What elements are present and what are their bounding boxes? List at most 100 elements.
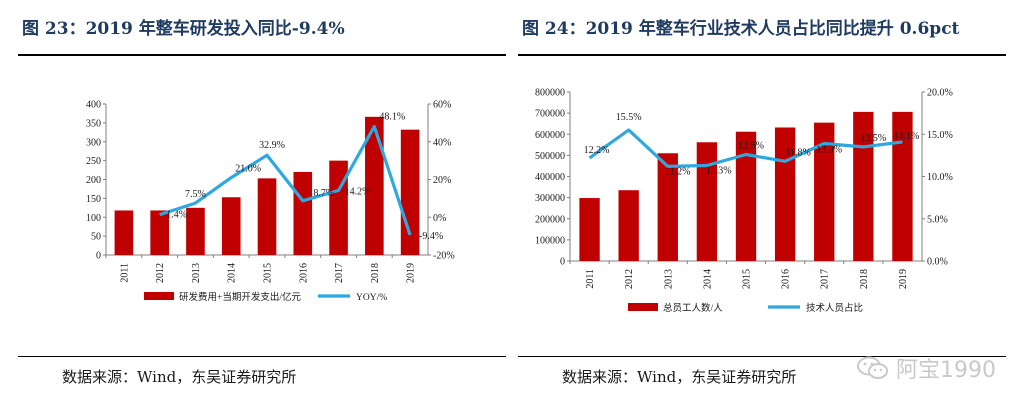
y2-tick-label: 40% [433, 137, 451, 148]
figure-23-panel: 图 23：2019 年整车研发投入同比-9.4% 0 50 100 150 200 250… [18, 0, 510, 414]
series-line [159, 124, 412, 236]
y2-tick-label: 10.0% [927, 172, 953, 183]
data-label: -9.4% [419, 231, 443, 242]
y2-tick-label: 60% [433, 100, 451, 111]
bar [892, 111, 913, 261]
x-tick-label: 2016 [781, 269, 792, 289]
figure-24-source: 数据来源：Wind，东吴证券研究所 [562, 368, 797, 386]
x-tick-label: 2013 [191, 263, 202, 283]
x-tick-label: 2018 [859, 269, 870, 289]
x-tick-label: 2016 [298, 263, 309, 283]
bar [150, 210, 169, 255]
bar [365, 116, 384, 256]
title-divider [518, 54, 1006, 56]
x-tick-label: 2012 [155, 263, 166, 283]
figure-24-title: 图 24：2019 年整车行业技术人员占比同比提升 0.6pct [522, 19, 960, 39]
title-divider [18, 54, 506, 56]
x-tick-label: 2011 [119, 263, 130, 283]
wechat-icon [856, 356, 890, 380]
bar [853, 111, 874, 261]
y-tick-label: 150 [86, 194, 101, 205]
y-tick-label: 300000 [535, 193, 565, 204]
data-label: 21.0% [235, 164, 261, 175]
bar [329, 160, 348, 255]
x-tick-label: 2014 [227, 263, 238, 283]
y-tick-label: 100 [86, 213, 101, 224]
y-tick-label: 100000 [535, 235, 565, 246]
x-tick-label: 2019 [898, 269, 909, 289]
y-tick-label: 500000 [535, 151, 565, 162]
bar [221, 197, 241, 255]
data-label: 14.1% [894, 131, 920, 142]
y-tick-label: 0 [560, 257, 565, 268]
bar [814, 122, 835, 261]
data-label: 7.5% [185, 189, 206, 200]
data-label: 13.9% [816, 145, 842, 156]
bar [579, 198, 600, 261]
x-tick-label: 2017 [334, 263, 345, 283]
data-label: 11.3% [706, 166, 731, 177]
y-tick-label: 350 [86, 118, 101, 129]
source-divider [518, 356, 1006, 357]
y-tick-label: 50 [91, 232, 101, 243]
legend-bar-label: 总员工人数/人 [663, 302, 723, 314]
data-label: 15.5% [616, 112, 642, 123]
figure-24-panel: 图 24：2019 年整车行业技术人员占比同比提升 0.6pct 0 100000… [518, 0, 1010, 414]
x-tick-label: 2013 [663, 269, 674, 289]
source-divider [18, 356, 506, 357]
legend-bar-swatch [144, 292, 174, 300]
data-label: 8.7% [313, 188, 334, 199]
x-tick-label: 2012 [624, 269, 635, 289]
y2-tick-label: 0.0% [927, 257, 948, 268]
y-tick-label: 250 [86, 156, 101, 167]
y-tick-label: 400 [86, 100, 101, 111]
data-label: 11.2% [665, 166, 690, 177]
y2-tick-label: -20% [433, 251, 455, 262]
bar [657, 153, 678, 261]
x-tick-label: 2019 [406, 263, 417, 283]
bar [618, 190, 639, 261]
bar [696, 142, 718, 261]
data-label: 1.4% [166, 210, 187, 221]
legend-line-label: 技术人员占比 [806, 302, 863, 314]
y-tick-label: 0 [96, 251, 101, 262]
bar [186, 207, 205, 255]
x-tick-label: 2017 [820, 269, 831, 289]
legend-bar-label: 研发费用+当期开发支出/亿元 [179, 291, 301, 303]
legend-bar-swatch [628, 303, 658, 311]
y2-tick-label: 0% [433, 213, 446, 224]
x-tick-label: 2018 [370, 263, 381, 283]
y-tick-label: 200 [86, 175, 101, 186]
x-tick-label: 2015 [742, 269, 753, 289]
bar [400, 129, 420, 255]
y2-tick-label: 20% [433, 175, 451, 186]
data-label: 12.6% [738, 141, 764, 152]
y-tick-label: 400000 [535, 172, 565, 183]
y-tick-label: 200000 [535, 214, 565, 225]
rd-investment-chart: 0 50 100 150 200 250 300 350 400 -20% 0% 20% 40% 60% 2… [86, 100, 455, 304]
x-tick-label: 2011 [585, 269, 596, 289]
y2-tick-label: 15.0% [927, 130, 953, 141]
data-label: 48.1% [379, 111, 405, 122]
y-tick-label: 800000 [535, 88, 565, 99]
y-tick-label: 700000 [535, 109, 565, 120]
data-label: 11.8% [785, 147, 810, 158]
bar [257, 178, 277, 255]
figure-23-source: 数据来源：Wind，东吴证券研究所 [62, 368, 297, 386]
data-label: 14.2% [345, 186, 371, 197]
y2-tick-label: 5.0% [927, 214, 948, 225]
bar [293, 171, 313, 255]
bar [735, 131, 757, 261]
data-label: 13.5% [860, 133, 886, 144]
series-line [588, 128, 903, 168]
tech-staff-chart: 0 100000 200000 300000 400000 500000 600000 700… [535, 88, 953, 315]
figure-23-title: 图 23：2019 年整车研发投入同比-9.4% [22, 19, 345, 39]
y-tick-label: 600000 [535, 130, 565, 141]
x-tick-label: 2014 [702, 269, 713, 289]
legend-line-label: YOY/% [356, 293, 387, 303]
data-label: 32.9% [259, 140, 285, 151]
watermark: 阿宝1990 [856, 352, 996, 384]
y-tick-label: 300 [86, 137, 101, 148]
bar [114, 210, 134, 255]
data-label: 12.2% [584, 145, 610, 156]
